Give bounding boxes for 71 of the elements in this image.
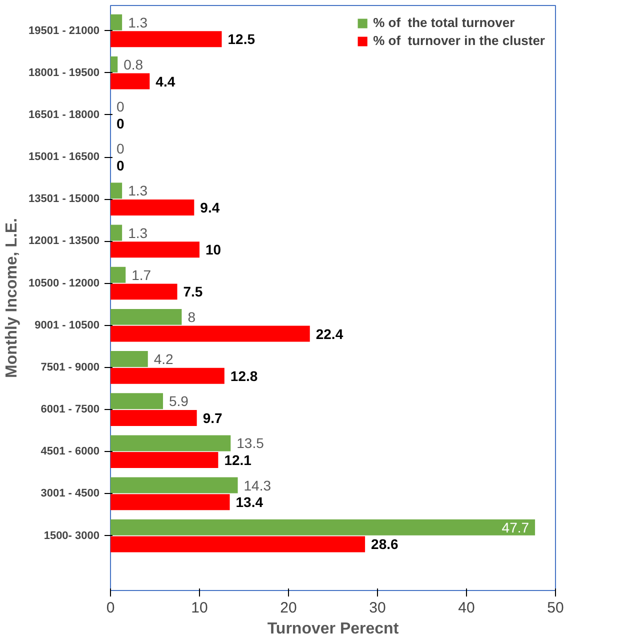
bar <box>110 308 182 325</box>
data-label: 10 <box>206 242 222 258</box>
data-label: 1.3 <box>128 14 148 30</box>
bar <box>110 494 230 510</box>
data-label: 1.3 <box>128 224 148 241</box>
bar <box>110 14 122 30</box>
bar <box>110 326 310 342</box>
data-label: 0 <box>116 115 124 132</box>
bar <box>110 182 122 199</box>
bar <box>110 56 118 72</box>
y-tick-label: 13501 - 15000 <box>28 193 100 206</box>
x-tick-label: 0 <box>106 600 115 616</box>
bar <box>110 536 366 552</box>
data-label: 1.3 <box>128 182 148 199</box>
data-label: 12.1 <box>224 452 252 468</box>
data-label: 0 <box>116 98 124 115</box>
x-axis-title: Turnover Perecnt <box>267 620 400 638</box>
y-tick-label: 3001 - 4500 <box>40 488 100 500</box>
data-label: 4.4 <box>156 73 176 90</box>
data-label: 22.4 <box>316 326 344 342</box>
data-label: 9.4 <box>200 200 220 216</box>
data-label: 1.7 <box>132 266 152 283</box>
data-label: 5.9 <box>169 393 189 410</box>
y-tick-label: 16501 - 18000 <box>28 108 100 121</box>
bar <box>110 452 218 468</box>
y-tick-label: 9001 - 10500 <box>34 319 100 332</box>
y-tick-label: 7501 - 9000 <box>40 361 100 374</box>
bar <box>110 435 231 452</box>
data-label: 12.5 <box>228 31 256 48</box>
data-label: 14.3 <box>244 477 272 494</box>
bar <box>110 242 200 258</box>
data-label: 13.4 <box>236 494 264 510</box>
y-tick-label: 10500 - 12000 <box>28 277 100 290</box>
data-label: 0.8 <box>124 56 144 72</box>
bar <box>110 73 150 90</box>
bar <box>110 368 224 384</box>
bar <box>110 224 122 241</box>
x-tick-label: 40 <box>458 600 475 616</box>
data-label: 12.8 <box>230 368 258 384</box>
data-label: 47.7 <box>502 519 530 536</box>
data-label: 0 <box>116 140 124 157</box>
y-tick-label: 12001 - 13500 <box>28 235 100 248</box>
y-axis-title: Monthly Income, L.E. <box>4 218 21 378</box>
data-label: 0 <box>116 157 124 174</box>
data-label: 13.5 <box>236 435 264 452</box>
data-label: 9.7 <box>202 410 223 426</box>
bar <box>110 519 536 536</box>
bar <box>110 351 148 368</box>
data-label: 28.6 <box>371 536 398 552</box>
x-tick-label: 20 <box>280 600 297 616</box>
y-tick-label: 4501 - 6000 <box>40 446 100 458</box>
data-label: 7.5 <box>183 284 203 300</box>
y-tick-label: 15001 - 16500 <box>28 151 100 164</box>
x-tick-label: 10 <box>191 600 208 616</box>
y-tick-label: 6001 - 7500 <box>40 404 100 416</box>
legend-label: % of the total turnover <box>373 15 515 30</box>
bar <box>110 477 238 494</box>
y-tick-label: 1500- 3000 <box>44 530 100 542</box>
bar <box>110 393 164 410</box>
x-tick-label: 30 <box>369 600 386 616</box>
y-tick-label: 18001 - 19500 <box>28 66 100 79</box>
bar <box>110 200 194 216</box>
data-label: 4.2 <box>154 351 174 368</box>
bar <box>110 266 126 283</box>
bar <box>110 31 222 48</box>
bar <box>110 284 178 300</box>
bar <box>110 410 197 426</box>
data-label: 8 <box>188 308 196 325</box>
x-tick-label: 50 <box>547 600 564 616</box>
y-tick-label: 19501 - 21000 <box>28 24 100 37</box>
legend-label: % of turnover in the cluster <box>373 33 545 48</box>
